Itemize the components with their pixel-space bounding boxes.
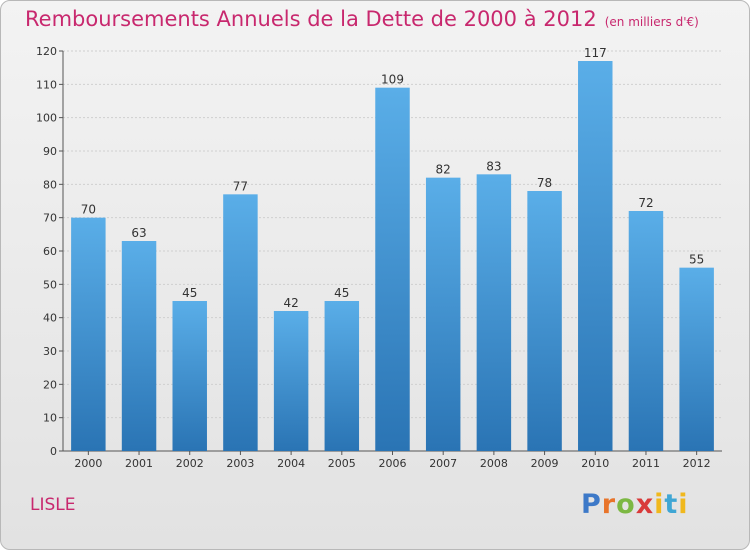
y-tick-label: 70 [43, 212, 57, 225]
bar [628, 211, 664, 451]
y-tick-label: 40 [43, 312, 57, 325]
logo-letter: i [678, 489, 689, 520]
y-tick-label: 20 [43, 378, 57, 391]
bar [273, 311, 309, 451]
y-tick-label: 0 [50, 445, 57, 458]
proxiti-logo[interactable]: Proxiti [581, 489, 689, 520]
x-tick-label: 2003 [226, 457, 254, 470]
bars [71, 61, 714, 452]
chart-title: Remboursements Annuels de la Dette de 20… [25, 7, 699, 31]
y-tick-label: 60 [43, 245, 57, 258]
y-tick-label: 10 [43, 412, 57, 425]
bar [71, 217, 106, 451]
y-tick-label: 110 [36, 78, 57, 91]
data-label: 78 [537, 176, 552, 190]
x-tick-label: 2012 [683, 457, 711, 470]
chart-unit-note: (en milliers d'€) [604, 15, 699, 29]
x-tick-label: 2002 [176, 457, 204, 470]
data-label: 45 [182, 286, 197, 300]
axes: 0 10 20 30 40 50 60 70 80 90 100 110 120 2000 2001 2002… [36, 45, 722, 470]
labels: 70 63 45 77 42 45 109 82 83 78 117 72 55 [81, 46, 705, 310]
y-tick-label: 50 [43, 278, 57, 291]
x-tick-label: 2000 [74, 457, 102, 470]
data-label: 55 [689, 253, 704, 267]
data-label: 82 [436, 163, 451, 177]
data-label: 117 [584, 46, 607, 60]
y-tick-label: 30 [43, 345, 57, 358]
logo-letter: o [616, 489, 636, 520]
bar [476, 174, 512, 452]
data-label: 70 [81, 203, 96, 217]
commune-label: LISLE [30, 495, 76, 515]
data-label: 63 [131, 226, 146, 240]
bar [425, 177, 461, 451]
logo-letter: P [581, 489, 602, 520]
x-tick-label: 2005 [328, 457, 356, 470]
logo-letter: x [635, 489, 655, 520]
chart-title-text: Remboursements Annuels de la Dette de 20… [25, 7, 597, 31]
bar [172, 301, 207, 451]
y-tick-label: 80 [43, 178, 57, 191]
data-label: 83 [486, 159, 501, 173]
bar [121, 241, 157, 451]
logo-letter: r [601, 489, 617, 520]
bar [324, 301, 360, 451]
x-tick-label: 2008 [480, 457, 508, 470]
data-label: 45 [334, 286, 349, 300]
bar [223, 194, 258, 452]
logo-letter: t [664, 489, 679, 520]
data-label: 72 [638, 196, 653, 210]
data-label: 109 [381, 73, 404, 87]
x-tick-label: 2001 [125, 457, 153, 470]
x-tick-label: 2011 [632, 457, 660, 470]
y-tick-label: 100 [36, 112, 57, 125]
data-label: 42 [283, 296, 298, 310]
data-label: 77 [233, 179, 248, 193]
bar [375, 87, 410, 452]
x-tick-label: 2010 [581, 457, 609, 470]
x-tick-label: 2006 [379, 457, 407, 470]
bar [578, 61, 613, 451]
bar [679, 267, 714, 451]
y-tick-label: 90 [43, 145, 57, 158]
bar [527, 191, 562, 451]
logo-letter: i [654, 489, 665, 520]
x-tick-label: 2009 [531, 457, 559, 470]
x-tick-label: 2007 [429, 457, 457, 470]
x-tick-label: 2004 [277, 457, 305, 470]
y-tick-label: 120 [36, 45, 57, 58]
